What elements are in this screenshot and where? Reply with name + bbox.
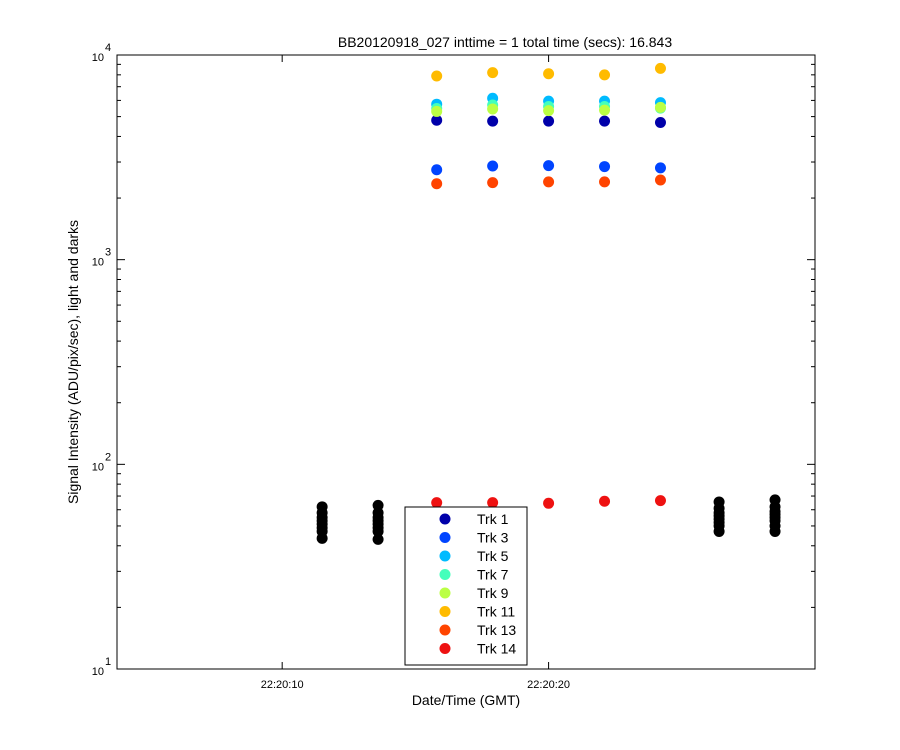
data-point (431, 70, 443, 82)
data-point (431, 105, 443, 117)
y-tick-exponent: 4 (105, 42, 111, 54)
legend-label: Trk 1 (477, 511, 509, 527)
legend-label: Trk 13 (477, 622, 516, 638)
data-point (543, 68, 555, 80)
x-tick-label: 22:20:20 (527, 679, 570, 691)
legend-marker (439, 569, 451, 580)
y-axis-label: Signal Intensity (ADU/pix/sec), light an… (65, 220, 81, 504)
legend-marker (439, 643, 451, 654)
legend-box (404, 506, 528, 666)
data-point (431, 164, 443, 176)
legend-marker (439, 606, 451, 617)
y-tick-label: 10 (92, 666, 104, 678)
y-tick-exponent: 2 (105, 451, 111, 463)
legend-marker (439, 513, 451, 525)
data-point (543, 115, 555, 127)
legend-marker (439, 624, 451, 636)
legend-marker (439, 587, 451, 599)
x-axis-label: Date/Time (GMT) (412, 692, 520, 708)
dark-point (713, 525, 725, 537)
data-point (487, 497, 499, 509)
data-point (487, 177, 499, 189)
data-point (654, 174, 666, 186)
data-point (599, 69, 611, 81)
data-point (431, 497, 443, 509)
legend-marker (439, 550, 451, 562)
legend-label: Trk 9 (477, 585, 509, 601)
data-point (599, 495, 611, 507)
data-point (543, 176, 555, 188)
data-point (599, 176, 611, 188)
y-tick-exponent: 3 (105, 247, 111, 259)
legend-label: Trk 11 (477, 604, 515, 620)
x-tick-label: 22:20:10 (261, 679, 304, 691)
y-tick-label: 10 (92, 257, 104, 269)
data-point (654, 116, 666, 128)
plot-frame (116, 54, 816, 670)
data-point (543, 160, 555, 172)
data-point (487, 115, 499, 127)
legend: Trk 1 Trk 3 Trk 5 Trk 7 Trk 9 Trk 11 Trk 13 Trk… (404, 506, 528, 666)
legend-marker (439, 532, 451, 543)
legend-label: Trk 7 (477, 567, 509, 583)
dark-point (769, 525, 781, 537)
marks-layer (316, 62, 781, 545)
data-point (487, 103, 499, 115)
dark-point (316, 532, 328, 544)
y-tick-exponent: 1 (105, 656, 111, 668)
data-point (654, 101, 666, 113)
data-point (599, 115, 611, 127)
data-point (599, 161, 611, 173)
data-point (543, 105, 555, 117)
data-point (599, 104, 611, 116)
data-point (487, 160, 499, 172)
legend-label: Trk 5 (477, 548, 509, 564)
dark-point (372, 533, 384, 545)
data-point (654, 62, 666, 74)
data-point (431, 178, 443, 190)
dark-point (372, 525, 384, 537)
data-point (487, 67, 499, 79)
y-tick-label: 10 (92, 461, 104, 473)
data-point (431, 114, 443, 126)
legend-label: Trk 3 (477, 530, 509, 546)
legend-label: Trk 14 (477, 641, 516, 657)
data-point (654, 162, 666, 174)
data-point (543, 497, 555, 509)
chart-title: BB20120918_027 inttime = 1 total time (s… (338, 34, 672, 50)
data-point (654, 495, 666, 507)
y-tick-label: 10 (92, 52, 104, 64)
